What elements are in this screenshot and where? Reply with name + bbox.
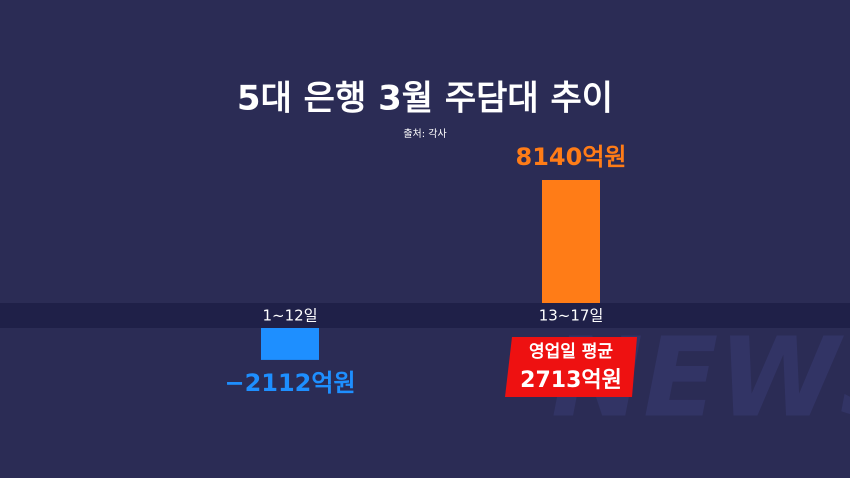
x-tick-label: 13~17일 [539,307,604,325]
x-tick-label: 1~12일 [263,307,318,325]
annotation: 영업일 평균 2713억원 [505,337,637,397]
annotation-title: 영업일 평균 [529,342,613,362]
annotation-box [505,337,637,397]
chart-title: 5대 은행 3월 주담대 추이 [237,79,613,119]
value-label: −2112억원 [224,369,355,397]
value-label: 8140억원 [516,143,627,171]
bar [542,180,600,303]
annotation-text: 2713억원 [520,368,622,393]
bar [261,328,319,360]
baseline-band [0,303,850,328]
chart-subtitle: 출처: 각사 [403,128,446,140]
